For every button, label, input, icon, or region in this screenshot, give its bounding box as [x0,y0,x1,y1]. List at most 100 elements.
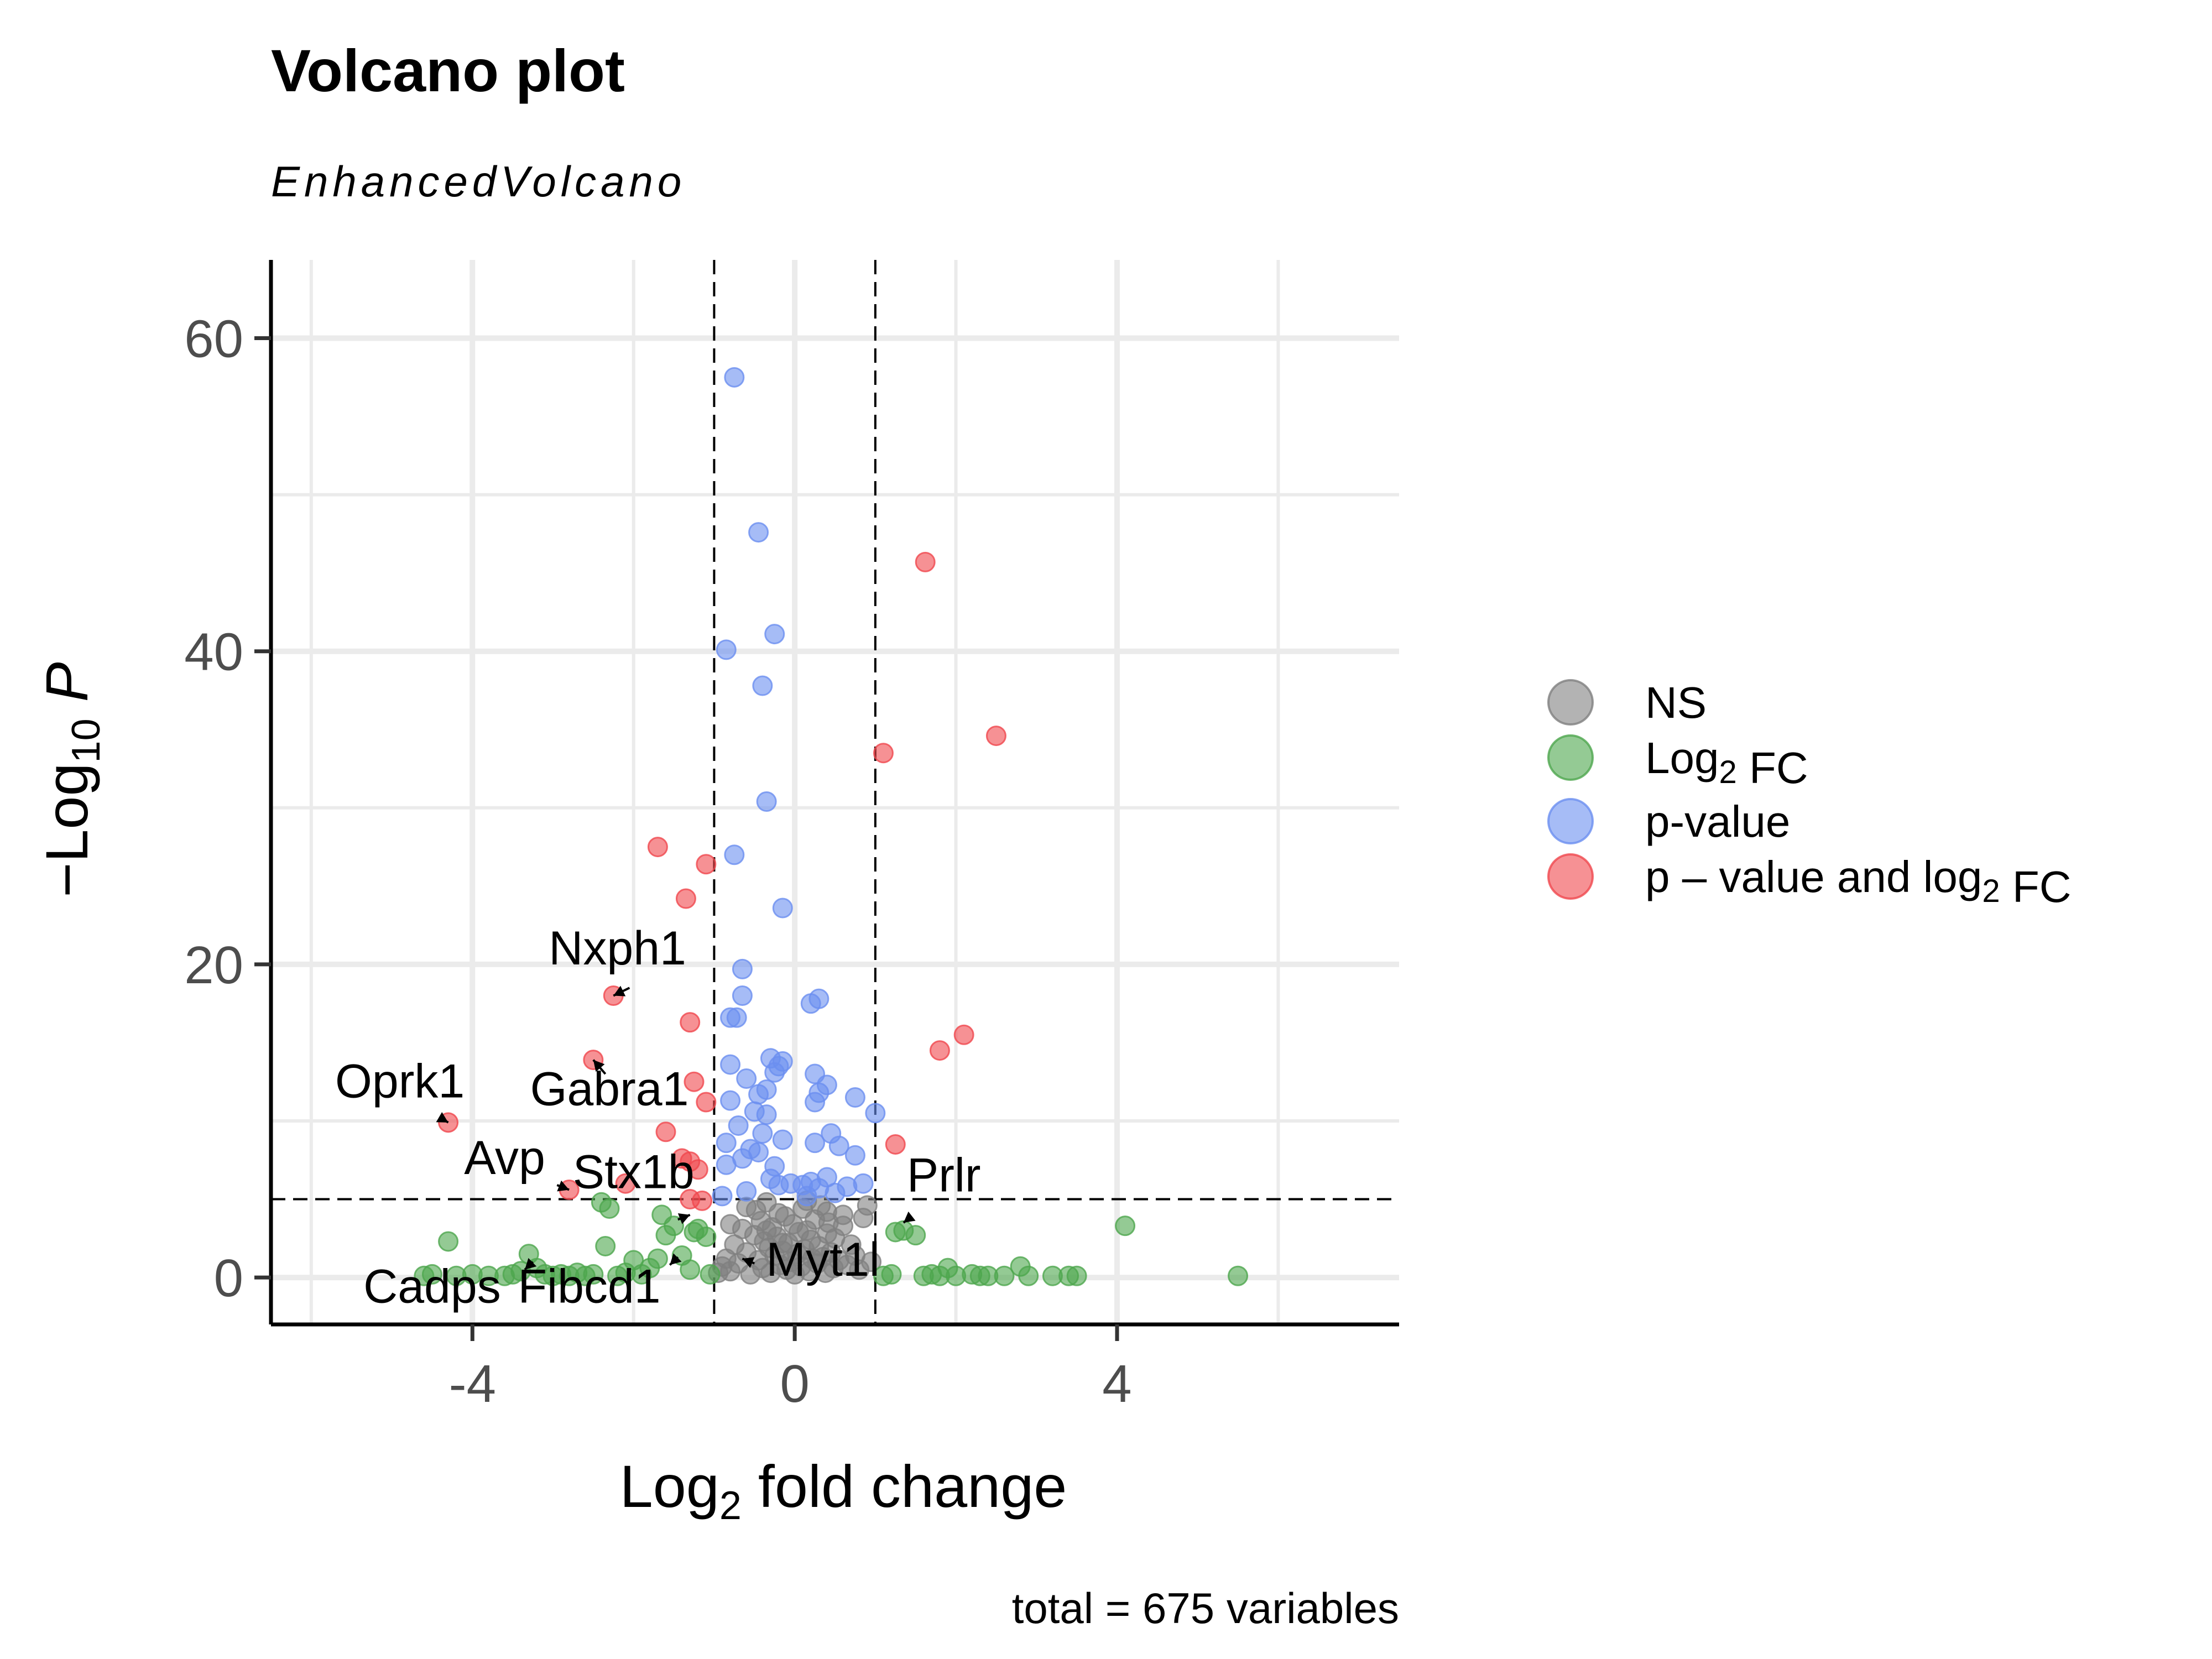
gene-annotations: Nxph1 Gabra1 Oprk1 Avp Stx1b Prlr Cadps Fibcd1 M… [335,922,981,1313]
point-p [805,1133,826,1154]
chart-subtitle: EnhancedVolcano [271,157,686,206]
annotation-arrowhead [436,1112,448,1123]
point-fc-p [687,1159,708,1180]
point-fc-p [647,837,668,858]
point-fc-p [915,551,936,572]
legend-key-fc-p [1547,853,1594,900]
annotation-label: Cadps [363,1260,501,1313]
point-fc-p [953,1024,974,1045]
point-fc [994,1265,1015,1286]
point-fc-p [655,1121,676,1142]
point-p [756,1104,777,1125]
annotation-label: Avp [464,1131,545,1185]
point-fc [905,1225,926,1246]
point-p [748,522,769,543]
legend-label: p-value [1645,797,1790,846]
point-ns [861,1251,882,1272]
point-p [752,675,773,696]
point-p [752,1123,773,1144]
annotation-label: Fibcd1 [518,1260,661,1313]
point-fc [583,1264,604,1285]
data-points [414,367,1249,1286]
point-p [720,1090,741,1111]
y-tick-label: 60 [184,310,243,369]
point-p [805,1092,826,1113]
point-p [716,639,737,660]
point-fc-p [692,1190,713,1211]
point-fc-p [696,1092,717,1113]
point-p [748,1084,769,1105]
point-p [736,1068,757,1089]
point-fc-p [680,1012,701,1033]
point-ns [756,1220,777,1241]
annotation-label: Prlr [907,1149,981,1202]
legend-key-p [1547,798,1594,844]
point-fc-p [675,888,696,909]
legend-key-ns [1547,679,1594,726]
point-fc [421,1264,442,1285]
annotation-label: Myt1l [766,1233,879,1286]
annotation-label: Nxph1 [549,922,686,975]
point-fc-p [684,1071,705,1092]
point-fc-p [985,726,1006,747]
point-fc [599,1198,620,1219]
point-p [716,1133,737,1154]
point-p [764,1062,785,1083]
point-fc-p [873,743,894,764]
caption: total = 675 variables [1012,1584,1399,1632]
y-tick-label: 0 [214,1249,243,1308]
legend-label: p – value and log2 FC [1645,852,2072,911]
y-tick-label: 20 [184,936,243,995]
x-axis-label: Log2 fold change [620,1453,1067,1528]
x-tick-label: 0 [780,1354,809,1413]
point-p [844,1145,865,1166]
annotation-arrowhead [557,1180,570,1192]
legend-label: NS [1645,678,1707,727]
point-p [865,1103,886,1124]
annotation-label: Gabra1 [530,1063,689,1116]
point-p [724,844,745,865]
annotation-arrowhead [670,1253,682,1265]
point-fc [1018,1265,1039,1286]
point-ns [772,1233,793,1254]
point-ns [833,1204,854,1225]
annotation-arrowhead [613,985,626,997]
point-p [732,985,753,1006]
point-p [726,1007,747,1028]
point-fc [438,1231,459,1252]
annotation-label: Stx1b [573,1146,695,1199]
annotation-arrowhead [677,1213,690,1224]
point-fc [700,1264,721,1285]
point-p [796,1186,817,1207]
annotation-arrowhead [742,1257,755,1268]
point-fc [1115,1215,1136,1237]
point-p [756,791,777,812]
point-fc-p [885,1134,906,1155]
annotation-arrowhead [593,1060,605,1072]
point-fc [664,1215,685,1237]
point-fc [1228,1265,1249,1286]
legend: NS Log2 FC p-value p – value and log2 FC [1547,678,2072,911]
point-ns [720,1214,741,1235]
annotation-label: Oprk1 [335,1055,465,1108]
point-ns [857,1195,878,1216]
point-fc [647,1248,668,1269]
point-p [724,367,745,388]
point-p [712,1186,733,1207]
chart-title: Volcano plot [271,37,625,104]
point-p [736,1181,757,1202]
legend-key-fc [1547,734,1594,781]
point-p [732,958,753,979]
point-fc-p [696,854,717,875]
grid [271,260,1399,1324]
legend-label: Log2 FC [1645,733,1808,792]
point-fc [595,1235,616,1256]
x-tick-label: -4 [449,1354,496,1413]
point-p [780,1173,801,1194]
point-p [720,1054,741,1075]
axes [269,260,1399,1327]
point-p [800,993,821,1014]
point-p [728,1115,749,1136]
